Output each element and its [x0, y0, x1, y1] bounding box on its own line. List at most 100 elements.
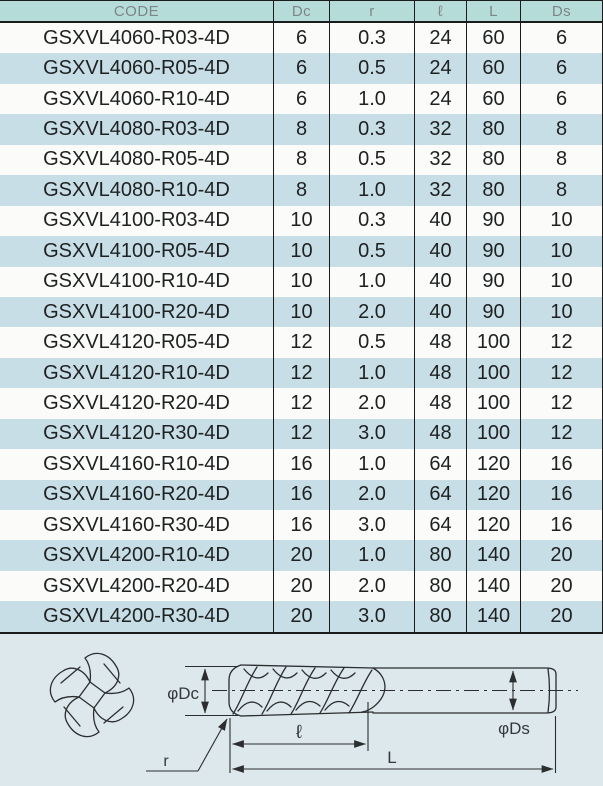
cell-r: 2.0	[330, 296, 415, 328]
cell-overall-length: 120	[467, 449, 521, 480]
cell-overall-length: 90	[467, 296, 521, 328]
cell-flute-length: 40	[415, 205, 467, 237]
cell-dc: 16	[274, 479, 330, 510]
table-row: GSXVL4060-R05-4D 6 0.5 24 60 6	[0, 53, 603, 84]
table-row: GSXVL4060-R10-4D 6 1.0 24 60 6	[0, 83, 603, 115]
header-cell-overall-length: L	[467, 1, 521, 21]
cell-dc: 16	[274, 510, 330, 541]
cell-overall-length: 90	[467, 205, 521, 237]
cell-r: 0.5	[330, 144, 415, 176]
cell-code: GSXVL4120-R30-4D	[0, 418, 274, 450]
cell-code: GSXVL4100-R03-4D	[0, 205, 274, 237]
cell-flute-length: 24	[415, 83, 467, 115]
cell-ds: 10	[521, 296, 603, 328]
cell-r: 0.5	[330, 236, 415, 267]
cell-dc: 20	[274, 601, 330, 632]
cell-overall-length: 140	[467, 540, 521, 571]
cell-overall-length: 100	[467, 357, 521, 389]
corner-radius-callout: r	[146, 718, 228, 772]
cell-ds: 12	[521, 418, 603, 450]
cell-flute-length: 32	[415, 144, 467, 176]
table-row: GSXVL4080-R10-4D 8 1.0 32 80 8	[0, 175, 603, 206]
cell-r: 1.0	[330, 449, 415, 480]
dc-dimension-label: φDc	[167, 684, 199, 703]
cell-r: 2.0	[330, 388, 415, 419]
cell-r: 3.0	[330, 510, 415, 541]
cell-ds: 6	[521, 53, 603, 84]
cell-flute-length: 40	[415, 266, 467, 297]
cell-code: GSXVL4100-R05-4D	[0, 236, 274, 267]
cell-code: GSXVL4080-R10-4D	[0, 175, 274, 206]
cell-flute-length: 80	[415, 601, 467, 632]
cell-code: GSXVL4200-R10-4D	[0, 540, 274, 571]
endmill-side-view-drawing	[212, 664, 578, 717]
cell-ds: 20	[521, 540, 603, 571]
table-row: GSXVL4160-R20-4D 16 2.0 64 120 16	[0, 479, 603, 510]
cell-overall-length: 90	[467, 266, 521, 297]
cell-overall-length: 120	[467, 510, 521, 541]
cell-code: GSXVL4120-R05-4D	[0, 327, 274, 358]
endmill-end-view-drawing	[49, 652, 135, 738]
cell-dc: 8	[274, 175, 330, 206]
cell-ds: 12	[521, 357, 603, 389]
cell-r: 0.5	[330, 53, 415, 84]
cell-overall-length: 80	[467, 175, 521, 206]
cell-dc: 16	[274, 449, 330, 480]
cell-code: GSXVL4080-R03-4D	[0, 114, 274, 145]
cell-code: GSXVL4160-R10-4D	[0, 449, 274, 480]
cell-r: 1.0	[330, 83, 415, 115]
cell-r: 3.0	[330, 418, 415, 450]
cell-ds: 10	[521, 266, 603, 297]
table-row: GSXVL4120-R20-4D 12 2.0 48 100 12	[0, 388, 603, 419]
header-cell-code: CODE	[0, 1, 274, 21]
cell-dc: 10	[274, 236, 330, 267]
cell-ds: 12	[521, 327, 603, 358]
cell-ds: 12	[521, 388, 603, 419]
cell-dc: 6	[274, 23, 330, 54]
cell-code: GSXVL4160-R30-4D	[0, 510, 274, 541]
header-cell-dc: Dc	[274, 1, 330, 21]
cell-dc: 20	[274, 570, 330, 602]
cell-r: 2.0	[330, 570, 415, 602]
cell-overall-length: 120	[467, 479, 521, 510]
cell-overall-length: 140	[467, 570, 521, 602]
cell-dc: 6	[274, 53, 330, 84]
endmill-diagram: φDc φDs ℓ L r	[49, 652, 578, 773]
table-row: GSXVL4160-R30-4D 16 3.0 64 120 16	[0, 510, 603, 541]
cell-code: GSXVL4200-R30-4D	[0, 601, 274, 632]
cell-overall-length: 90	[467, 236, 521, 267]
cell-ds: 16	[521, 510, 603, 541]
cell-dc: 12	[274, 357, 330, 389]
spec-table-header: CODE Dc r ℓ L Ds	[0, 0, 603, 23]
table-row: GSXVL4080-R05-4D 8 0.5 32 80 8	[0, 144, 603, 176]
cell-flute-length: 48	[415, 357, 467, 389]
table-row: GSXVL4100-R10-4D 10 1.0 40 90 10	[0, 266, 603, 297]
cell-code: GSXVL4120-R10-4D	[0, 357, 274, 389]
cell-ds: 20	[521, 570, 603, 602]
cell-ds: 16	[521, 479, 603, 510]
cell-dc: 12	[274, 327, 330, 358]
table-row: GSXVL4120-R05-4D 12 0.5 48 100 12	[0, 327, 603, 358]
cell-flute-length: 48	[415, 327, 467, 358]
cell-flute-length: 64	[415, 449, 467, 480]
cell-code: GSXVL4080-R05-4D	[0, 144, 274, 176]
flute-length-label: ℓ	[296, 722, 302, 743]
cell-code: GSXVL4120-R20-4D	[0, 388, 274, 419]
cell-overall-length: 140	[467, 601, 521, 632]
cell-code: GSXVL4100-R10-4D	[0, 266, 274, 297]
cell-r: 1.0	[330, 540, 415, 571]
ds-dimension: φDs	[498, 670, 530, 738]
cell-overall-length: 80	[467, 144, 521, 176]
cell-flute-length: 32	[415, 175, 467, 206]
cell-r: 0.3	[330, 114, 415, 145]
table-row: GSXVL4120-R30-4D 12 3.0 48 100 12	[0, 418, 603, 450]
cell-dc: 12	[274, 388, 330, 419]
cell-overall-length: 60	[467, 23, 521, 54]
cell-r: 0.3	[330, 205, 415, 237]
cell-code: GSXVL4160-R20-4D	[0, 479, 274, 510]
cell-ds: 8	[521, 175, 603, 206]
cell-ds: 20	[521, 601, 603, 632]
overall-length-label: L	[387, 748, 396, 767]
cell-overall-length: 100	[467, 388, 521, 419]
